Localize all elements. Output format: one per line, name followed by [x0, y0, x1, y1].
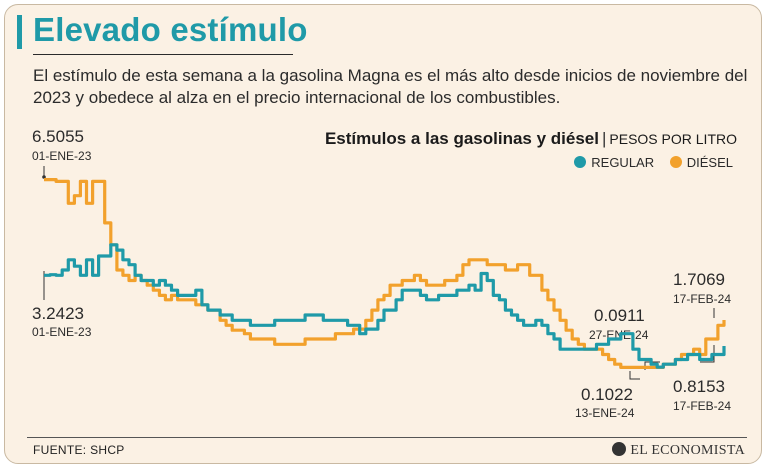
ann-regular-min-date: 13-ENE-24 [575, 406, 635, 420]
chart-title-unit: PESOS POR LITRO [609, 131, 737, 147]
leader-regular-end [700, 345, 715, 363]
subtitle: El estímulo de esta semana a la gasolina… [33, 66, 748, 107]
brand-logo: EL ECONOMISTA [612, 442, 745, 459]
ann-regular-end-date: 17-FEB-24 [673, 399, 731, 413]
page-title: Elevado estímulo [33, 11, 308, 48]
source-note: FUENTE: SHCP [33, 443, 125, 457]
legend-item-regular: REGULAR [574, 155, 654, 170]
brand-mark-icon [612, 442, 627, 456]
ann-diesel-end-value: 1.7069 [673, 270, 725, 289]
legend-dot-diesel [669, 156, 682, 168]
chart-legend: REGULAR DIÉSEL [562, 155, 733, 170]
legend-label-diesel: DIÉSEL [686, 155, 733, 170]
legend-item-diesel: DIÉSEL [669, 155, 733, 170]
ann-diesel-start-value: 6.5055 [32, 127, 84, 146]
title-accent-bar [17, 15, 22, 49]
chart-series [44, 178, 726, 369]
ann-regular-min-value: 0.1022 [581, 385, 633, 404]
legend-label-regular: REGULAR [591, 155, 655, 170]
brand-name: EL ECONOMISTA [630, 443, 745, 458]
chart-annotations: 6.5055 01-ENE-23 3.2423 01-ENE-23 0.0911… [32, 127, 731, 420]
series-line-regular [44, 243, 726, 369]
chart-title: Estímulos a las gasolinas y diésel | PESOS… [325, 129, 737, 149]
ann-diesel-start-date: 01-ENE-23 [32, 149, 92, 163]
ann-regular-end-value: 0.8153 [673, 377, 725, 396]
ann-regular-start-value: 3.2423 [32, 304, 84, 323]
chart-title-separator: | [601, 129, 607, 148]
legend-dot-regular [574, 156, 587, 168]
ann-diesel-end-date: 17-FEB-24 [673, 292, 731, 306]
footer-divider [27, 437, 747, 438]
leader-regular-min [629, 371, 640, 380]
ann-regular-start-date: 01-ENE-23 [32, 325, 92, 339]
marker-diesel-start [42, 175, 46, 179]
chart-title-main: Estímulos a las gasolinas y diésel [324, 129, 599, 148]
infographic-card: Elevado estímulo El estímulo de esta sem… [4, 4, 762, 464]
title-divider [33, 54, 293, 55]
ann-diesel-min-value: 0.0911 [594, 306, 645, 325]
